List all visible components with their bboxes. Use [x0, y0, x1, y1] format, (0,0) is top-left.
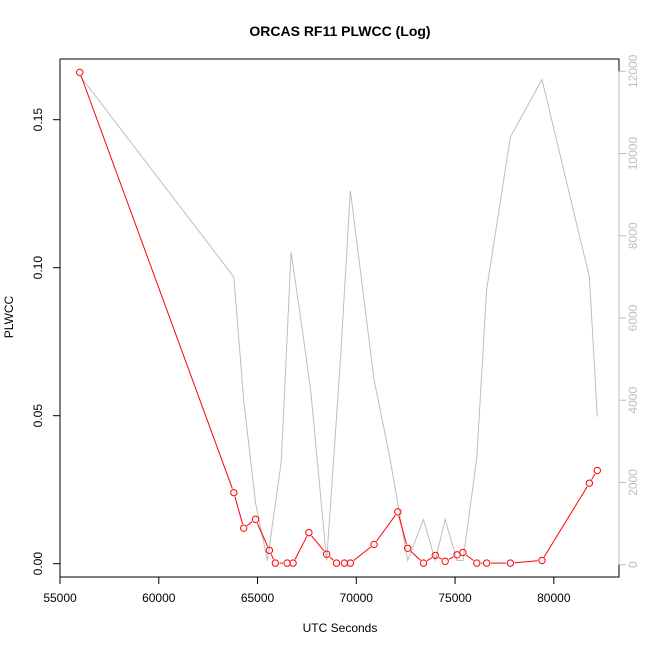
red-series-group [76, 68, 601, 567]
red-series-point [322, 550, 331, 558]
red-series-point [346, 559, 355, 567]
red-series-point [585, 479, 594, 487]
red-series-point [441, 557, 449, 566]
chart-title: ORCAS RF11 PLWCC (Log) [249, 23, 430, 39]
red-series-point [419, 559, 428, 567]
red-series-segment [514, 560, 538, 564]
y-tick-label-right: 6000 [626, 304, 640, 331]
red-series-segment [353, 546, 372, 561]
red-series-point [239, 524, 248, 532]
red-series-point [265, 546, 274, 555]
plot-frame [59, 58, 620, 578]
y-tick-label-right: 10000 [626, 137, 640, 171]
x-tick-label: 75000 [438, 591, 472, 605]
x-tick-label: 70000 [340, 591, 374, 605]
red-series-point [271, 559, 280, 567]
y-tick-label-left: 0.00 [31, 552, 45, 576]
y-tick-label-right: 2000 [626, 469, 640, 496]
y-tick-label-right: 8000 [626, 222, 640, 249]
x-tick-label: 60000 [142, 591, 176, 605]
red-series-point [394, 508, 402, 516]
red-series-segment [426, 557, 433, 562]
x-tick-label: 55000 [43, 591, 77, 605]
red-series-point [473, 559, 481, 567]
y-axis-right: 0 2000 4000 6000 8000 10000 12000 [618, 54, 640, 568]
red-series-point [403, 544, 412, 552]
red-series-point [230, 488, 238, 497]
x-tick-label: 65000 [241, 591, 275, 605]
y-tick-label-left: 0.10 [31, 256, 45, 280]
red-series-point [332, 559, 341, 567]
y-tick-label-right: 0 [626, 561, 640, 568]
red-series-segment [234, 496, 244, 525]
red-series-point [593, 466, 601, 475]
red-series-point [482, 559, 491, 567]
red-series-point [76, 68, 84, 77]
red-series-point [538, 556, 546, 565]
red-series-segment [543, 486, 588, 558]
red-series-segment [465, 554, 474, 561]
red-series-segment [270, 553, 274, 560]
red-series-segment [80, 76, 233, 489]
red-series-segment [311, 535, 325, 552]
red-series-point [305, 528, 313, 537]
red-series-segment [410, 550, 421, 561]
y-tick-label-left: 0.05 [31, 404, 45, 428]
y-tick-label-right: 12000 [626, 54, 640, 88]
red-series-point [506, 559, 515, 567]
red-series-segment [256, 522, 269, 547]
red-series-segment [246, 521, 253, 527]
red-series-segment [294, 536, 308, 560]
red-series-point [251, 515, 260, 523]
red-series-segment [376, 514, 396, 542]
y-axis-label: PLWCC [2, 295, 16, 338]
x-axis-label: UTC Seconds [303, 621, 378, 635]
grey-series-line-group [79, 75, 598, 563]
grey-series-line [79, 75, 598, 563]
red-series-segment [591, 473, 596, 480]
red-series-point [459, 548, 467, 557]
red-series-segment [448, 556, 454, 560]
red-series-point [370, 540, 378, 549]
red-series-segment [329, 556, 334, 561]
red-series-point [289, 559, 297, 567]
red-series-point [431, 551, 440, 560]
y-axis-left: 0.00 0.05 0.10 0.15 [31, 108, 61, 576]
x-axis: 55000 60000 65000 70000 75000 80000 [43, 576, 571, 605]
red-series-segment [398, 515, 408, 545]
y-tick-label-left: 0.15 [31, 108, 45, 132]
red-series-segment [438, 557, 442, 560]
x-tick-label: 80000 [537, 591, 571, 605]
y-tick-label-right: 4000 [626, 387, 640, 414]
